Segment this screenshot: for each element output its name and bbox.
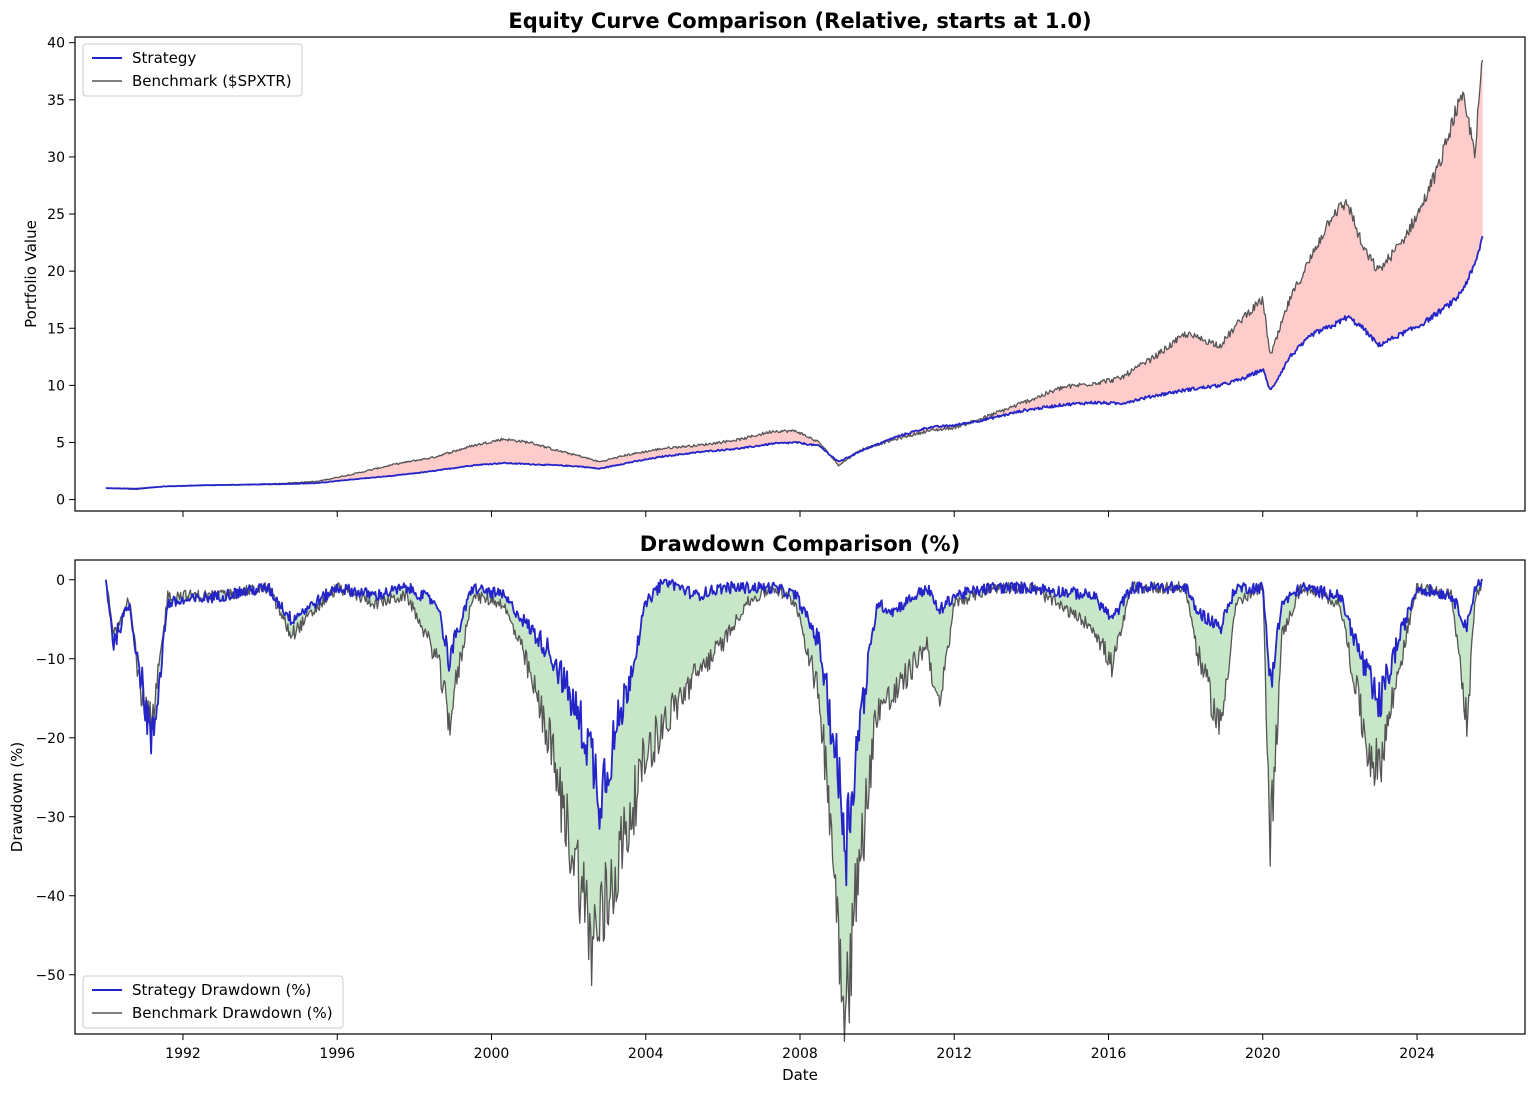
- drawdown-x-label: Date: [782, 1066, 818, 1084]
- drawdown-x-ticks: 1992 1996 2000 2004 2008 2012 2016 2020 2024: [165, 1034, 1435, 1062]
- y-tick-label: 5: [56, 435, 65, 451]
- equity-title: Equity Curve Comparison (Relative, start…: [508, 9, 1091, 33]
- y-tick-label: 30: [47, 150, 65, 166]
- x-tick-label: 2020: [1245, 1046, 1281, 1062]
- drawdown-legend-box: [82, 975, 344, 1029]
- x-tick-label: 2012: [936, 1046, 972, 1062]
- y-tick-label: −30: [35, 810, 65, 826]
- drawdown-y-ticks: 0 −10 −20 −30 −40 −50: [35, 573, 75, 984]
- drawdown-y-label: Drawdown (%): [8, 742, 26, 852]
- equity-gap-fill: [105, 60, 1483, 490]
- y-tick-label: −40: [35, 889, 65, 905]
- y-tick-label: 25: [47, 207, 65, 223]
- equity-y-label: Portfolio Value: [22, 220, 40, 328]
- x-tick-label: 1996: [319, 1046, 355, 1062]
- equity-legend-box: [82, 43, 303, 97]
- y-tick-label: −50: [35, 968, 65, 984]
- drawdown-fill-between: [105, 579, 1483, 1042]
- equity-legend: Strategy Benchmark ($SPXTR): [82, 43, 303, 97]
- drawdown-legend: Strategy Drawdown (%) Benchmark Drawdown…: [82, 975, 344, 1029]
- y-tick-label: 35: [47, 93, 65, 109]
- x-tick-label: 2000: [474, 1046, 510, 1062]
- y-tick-label: 10: [47, 378, 65, 394]
- drawdown-series-lines: [105, 578, 1483, 1043]
- equity-fill-between: [105, 60, 1483, 490]
- y-tick-label: −10: [35, 652, 65, 668]
- y-tick-label: −20: [35, 731, 65, 747]
- y-tick-label: 0: [56, 493, 65, 509]
- drawdown-gap-fill: [105, 579, 1483, 1042]
- x-tick-label: 1992: [165, 1046, 201, 1062]
- legend-strategy-label: Strategy: [132, 49, 196, 67]
- strategy-drawdown-line: [105, 578, 1483, 887]
- legend-benchmark-dd-label: Benchmark Drawdown (%): [132, 1004, 333, 1022]
- y-tick-label: 20: [47, 264, 65, 280]
- equity-x-ticks: [182, 511, 1418, 517]
- x-tick-label: 2016: [1091, 1046, 1127, 1062]
- equity-series-lines: [105, 59, 1484, 491]
- x-tick-label: 2004: [628, 1046, 664, 1062]
- benchmark-line: [105, 59, 1484, 491]
- y-tick-label: 0: [56, 573, 65, 589]
- y-tick-label: 15: [47, 321, 65, 337]
- equity-panel: Equity Curve Comparison (Relative, start…: [22, 9, 1526, 517]
- equity-y-ticks: 0 5 10 15 20 25 30 35 40: [47, 36, 75, 509]
- legend-strategy-dd-label: Strategy Drawdown (%): [132, 981, 311, 999]
- strategy-line: [105, 235, 1484, 490]
- y-tick-label: 40: [47, 36, 65, 52]
- legend-benchmark-label: Benchmark ($SPXTR): [132, 72, 292, 90]
- x-tick-label: 2024: [1399, 1046, 1435, 1062]
- drawdown-panel: Drawdown Comparison (%) 0 −10 −20 −30 −40 −50…: [8, 532, 1526, 1084]
- x-tick-label: 2008: [782, 1046, 818, 1062]
- drawdown-title: Drawdown Comparison (%): [640, 532, 960, 556]
